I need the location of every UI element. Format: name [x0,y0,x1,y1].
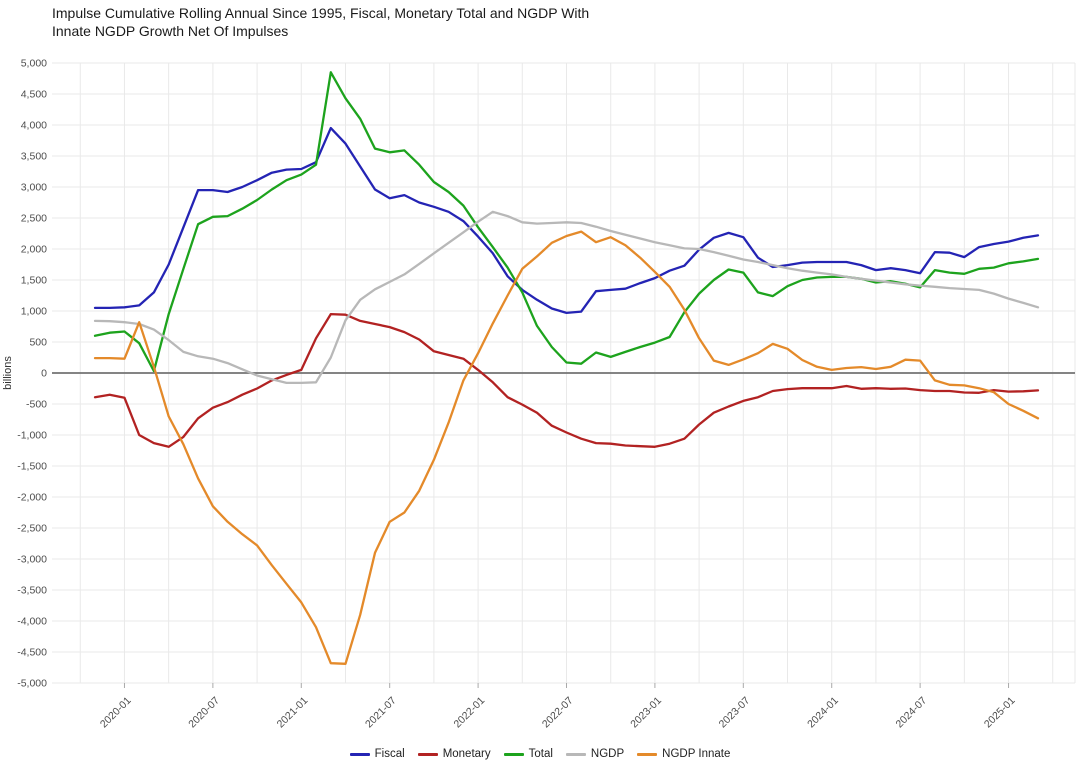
chart-legend: Fiscal Monetary Total NGDP NGDP Innate [0,748,1080,760]
legend-label: Total [528,748,553,760]
chart-title-line2: Innate NGDP Growth Net Of Impulses [52,22,289,39]
y-tick-label: 3,500 [21,151,47,163]
legend-swatch [349,752,370,756]
x-tick-label: 2021-07 [363,695,399,731]
y-tick-label: 2,000 [21,244,47,256]
legend-swatch [417,752,438,756]
legend-label: NGDP [590,748,625,760]
legend-item-monetary: Monetary [417,748,491,760]
x-tick-label: 2022-01 [451,695,487,731]
legend-item-total: Total [503,748,553,760]
y-tick-label: -2,000 [17,492,47,504]
series-line-ngdp-innate [93,230,1040,665]
y-tick-label: 3,000 [21,182,47,194]
series-line-monetary [93,312,1040,448]
legend-swatch [637,752,658,756]
x-tick-label: 2023-07 [717,695,753,731]
y-tick-label: -4,500 [17,647,47,659]
x-tick-label: 2020-01 [98,695,134,731]
legend-label: Fiscal [374,748,405,760]
line-chart-plot-area: -5,000 -4,500 -4,000 -3,500 -3,000 -2,500 -2,0… [2,58,1076,731]
series-line-ngdp [93,210,1040,385]
y-tick-label: 0 [41,368,47,380]
y-tick-label: -4,000 [17,616,47,628]
chart-title-line1: Impulse Cumulative Rolling Annual Since … [52,5,590,21]
y-tick-label: 4,500 [21,89,47,101]
y-tick-label: -1,500 [17,461,47,473]
y-tick-label: -3,500 [17,585,47,597]
chart-title: Impulse Cumulative Rolling Annual Since … [52,5,589,41]
legend-item-ngdp-innate: NGDP Innate [637,748,730,760]
legend-item-fiscal: Fiscal [349,748,405,760]
x-tick-label: 2020-07 [186,695,222,731]
x-tick-label: 2023-01 [628,695,664,731]
legend-label: NGDP Innate [662,748,731,760]
y-tick-label: 5,000 [21,58,47,70]
x-tick-label: 2024-01 [805,695,841,731]
y-tick-label: -500 [26,399,47,411]
x-tick-label: 2021-01 [275,695,311,731]
x-tick-label: 2022-07 [540,695,576,731]
x-tick-label: 2025-01 [982,695,1018,731]
y-tick-label: 1,500 [21,275,47,287]
series-line-fiscal [93,126,1040,315]
legend-label: Monetary [442,748,491,760]
y-tick-label: 2,500 [21,213,47,225]
legend-swatch [565,752,586,756]
y-tick-label: -2,500 [17,523,47,535]
y-axis-label: billions [2,356,14,390]
legend-swatch [503,752,524,756]
y-tick-label: 1,000 [21,306,47,318]
y-tick-label: -1,000 [17,430,47,442]
y-tick-label: -5,000 [17,678,47,690]
x-tick-label: 2024-07 [894,695,930,731]
legend-item-ngdp: NGDP [565,748,625,760]
y-tick-label: -3,000 [17,554,47,566]
y-tick-label: 500 [29,337,47,349]
y-tick-label: 4,000 [21,120,47,132]
